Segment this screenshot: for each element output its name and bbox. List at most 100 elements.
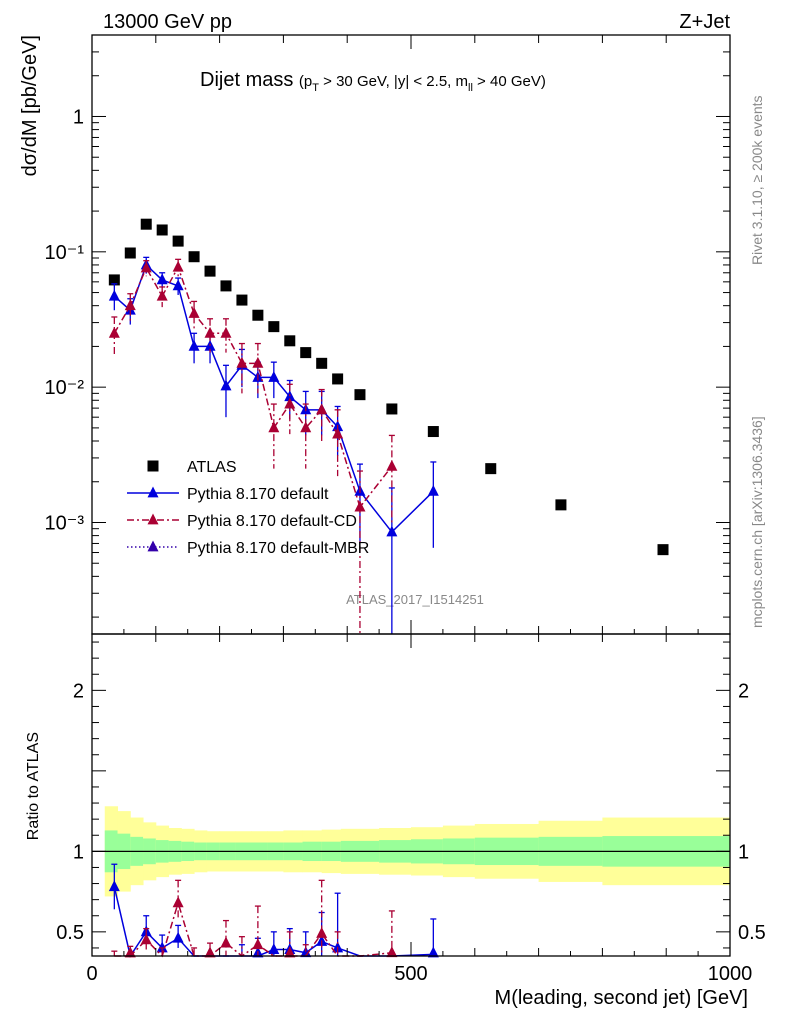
series-point xyxy=(140,261,152,273)
x-tick-label: 0 xyxy=(86,963,97,985)
atlas-point xyxy=(427,426,439,438)
ratio-point xyxy=(252,938,264,950)
atlas-point xyxy=(332,373,344,385)
atlas-point xyxy=(252,309,264,321)
legend-label: Pythia 8.170 default xyxy=(187,486,329,503)
atlas-point xyxy=(485,463,497,475)
ratio-tick-label: 0.5 xyxy=(56,922,84,944)
y-tick-label: 10⁻³ xyxy=(45,512,85,534)
analysis-tag: ATLAS_2017_I1514251 xyxy=(346,592,484,607)
ratio-panel xyxy=(108,863,439,958)
plot-title-sub-ll: ll xyxy=(468,82,473,94)
ratio-point xyxy=(300,946,312,958)
main-panel xyxy=(108,218,669,634)
ratio-point xyxy=(172,931,184,943)
series-point xyxy=(188,307,200,318)
plot-title-cuts-mid: > 30 GeV, |y| < 2.5, m xyxy=(319,73,468,90)
ratio-tick-label-right: 0.5 xyxy=(738,922,766,944)
atlas-point xyxy=(124,247,136,259)
plot-title-cuts-open: (p xyxy=(299,73,312,90)
series-point xyxy=(268,370,280,382)
series-point xyxy=(172,260,184,272)
ratio-tick-label: 1 xyxy=(73,841,84,863)
x-tick-label: 500 xyxy=(394,963,427,985)
series-point xyxy=(386,525,398,537)
ratio-point xyxy=(124,946,136,958)
series-line xyxy=(113,265,393,509)
atlas-point xyxy=(140,218,152,230)
plot-title-sub-t: T xyxy=(312,82,319,94)
series-point xyxy=(316,403,328,415)
atlas-point xyxy=(188,251,200,263)
series-point xyxy=(268,421,280,433)
series-point xyxy=(108,326,120,338)
legend-marker xyxy=(147,513,159,525)
atlas-point xyxy=(300,347,312,359)
y-tick-label: 10⁻¹ xyxy=(45,242,85,264)
ratio-point xyxy=(156,941,168,953)
header-left: 13000 GeV pp xyxy=(103,11,232,33)
atlas-point xyxy=(220,280,232,292)
ratio-tick-label: 2 xyxy=(73,680,84,702)
atlas-point xyxy=(268,321,280,333)
ratio-point xyxy=(316,926,328,938)
series-point xyxy=(156,289,168,301)
atlas-point xyxy=(386,403,398,415)
ratio-y-axis-label: Ratio to ATLAS xyxy=(25,732,42,840)
legend-label: Pythia 8.170 default-MBR xyxy=(187,540,369,557)
ratio-point xyxy=(172,896,184,908)
atlas-point xyxy=(236,294,248,306)
ratio-point xyxy=(427,946,439,958)
atlas-point xyxy=(156,224,168,236)
ratio-point xyxy=(220,936,232,948)
ratio-tick-label-right: 1 xyxy=(738,841,749,863)
axes: 0 500 1000 10⁻³ 10⁻² 10⁻¹ 1 0.5 0.5 1 1 2 2 xyxy=(45,34,766,985)
series-point xyxy=(300,421,312,433)
atlas-point xyxy=(204,265,216,277)
atlas-point xyxy=(316,357,328,369)
legend-marker-atlas xyxy=(147,460,159,472)
legend-marker xyxy=(147,540,159,552)
series-point xyxy=(188,339,200,351)
x-axis-label: M(leading, second jet) [GeV] xyxy=(495,987,748,1009)
y-tick-label: 1 xyxy=(73,106,84,128)
series-point xyxy=(124,299,136,311)
ratio-point xyxy=(284,946,296,958)
atlas-point xyxy=(555,499,567,511)
plot-title: Dijet mass (pT > 30 GeV, |y| < 2.5, mll … xyxy=(200,69,546,94)
series-point xyxy=(156,273,168,285)
ratio-point xyxy=(204,946,216,958)
ratio-point xyxy=(140,933,152,945)
ratio-uncertainty-band xyxy=(92,806,731,897)
legend-label: ATLAS xyxy=(187,459,237,476)
series-point xyxy=(204,326,216,338)
ratio-point xyxy=(108,880,120,892)
series-point xyxy=(386,459,398,471)
plot-title-cuts-end: > 40 GeV) xyxy=(473,73,546,90)
ratio-frame xyxy=(91,633,731,957)
series-point xyxy=(236,356,248,368)
plot-title-main: Dijet mass xyxy=(200,69,293,91)
series-point xyxy=(354,500,366,512)
atlas-point xyxy=(108,274,120,286)
series-point xyxy=(108,289,120,301)
atlas-point xyxy=(354,389,366,401)
series-point xyxy=(427,484,439,496)
rivet-label: Rivet 3.1.10, ≥ 200k events xyxy=(749,95,765,265)
atlas-point xyxy=(657,544,669,556)
series-point xyxy=(252,356,264,368)
y-axis-label: dσ/dM [pb/GeV] xyxy=(19,35,41,176)
series-point xyxy=(332,427,344,439)
series-point xyxy=(284,397,296,409)
ratio-tick-label-right: 2 xyxy=(738,680,749,702)
series-point xyxy=(220,379,232,391)
atlas-point xyxy=(172,235,184,247)
y-tick-label: 10⁻² xyxy=(45,377,85,399)
series-point xyxy=(172,279,184,291)
x-tick-label: 1000 xyxy=(708,963,753,985)
legend-marker xyxy=(147,486,159,498)
legend-label: Pythia 8.170 default-CD xyxy=(187,513,357,530)
ratio-point xyxy=(268,943,280,954)
legend: ATLAS Pythia 8.170 default Pythia 8.170 de… xyxy=(127,459,369,557)
